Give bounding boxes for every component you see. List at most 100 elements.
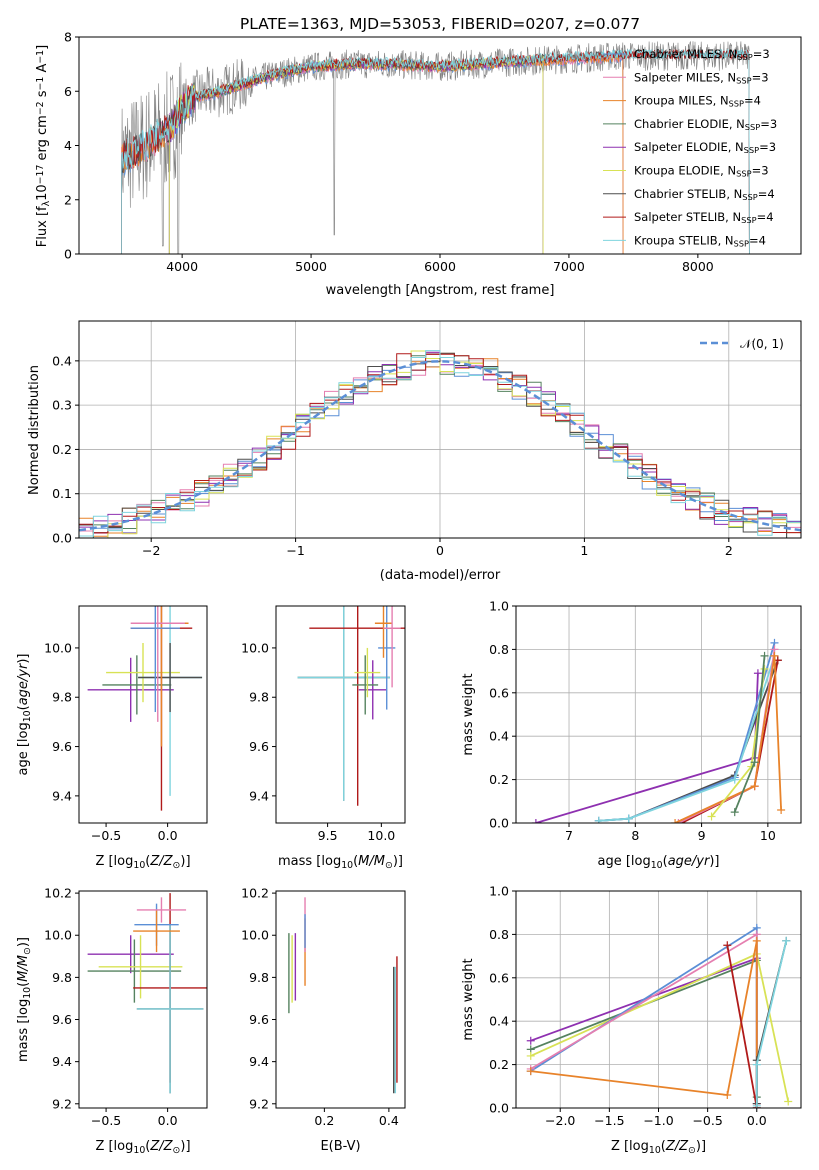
y-tick-label: 9.6 <box>249 739 269 754</box>
weight-point <box>753 669 762 678</box>
x-tick-label: 0.4 <box>379 1113 399 1128</box>
axes-spectrum: 4000 5000 6000 7000 8000 0 2 4 6 8 Chabrier MILES,… <box>35 30 802 298</box>
y-axis-label: mass [log10(M/M⊙)] <box>16 937 33 1062</box>
x-tick-label: 0.0 <box>158 1113 178 1128</box>
weight-point <box>526 1051 535 1060</box>
y-tick-label: 9.6 <box>52 739 72 754</box>
x-tick-label: −0.5 <box>692 1113 722 1128</box>
axes-age-weight: 7 8 9 10 0.0 0.2 0.4 0.6 0.8 1.0 age [log10(age/yr… <box>461 599 802 871</box>
axes-z-mass: −0.5 0.0 9.2 9.4 9.6 9.8 10.0 10.2 Z [log10(Z/Z⊙… <box>16 886 208 1156</box>
weight-line <box>530 932 758 1104</box>
weight-point <box>526 1036 535 1045</box>
weight-point <box>526 1067 535 1076</box>
plot-area-z-mass <box>87 893 207 1094</box>
weight-point <box>723 1090 732 1099</box>
weight-point <box>784 1097 793 1106</box>
y-tick-label: 9.4 <box>52 788 72 803</box>
weight-point <box>760 651 769 660</box>
y-tick-label: 9.2 <box>52 1096 72 1111</box>
x-tick-label: 2 <box>725 543 733 558</box>
ticks-z-age: −0.5 0.0 9.4 9.6 9.8 10.0 <box>44 640 177 843</box>
ticks-residuals: −2 −1 0 1 2 0.0 0.1 0.2 0.3 0.4 <box>52 353 733 558</box>
weight-point <box>752 936 761 945</box>
normal-curve <box>79 360 801 532</box>
axes-frame <box>78 890 208 1109</box>
axes-ebv-mass: 0.2 0.4 9.2 9.4 9.6 9.8 10.0 10.2 E(B-V) <box>241 886 406 1154</box>
x-axis-label: age [log10(age/yr)] <box>597 854 719 871</box>
weight-point <box>750 782 759 791</box>
model-spectrum-kroupa-elodie <box>168 54 544 254</box>
y-tick-label: 9.6 <box>52 1012 72 1027</box>
x-axis-label: wavelength [Angstrom, rest frame] <box>326 283 555 298</box>
model-spectrum-chabrier-miles <box>121 53 624 254</box>
x-tick-label: 1 <box>580 543 588 558</box>
model-spectrum-kroupa-stelib <box>121 48 750 254</box>
weight-point <box>671 819 680 823</box>
y-tick-label: 8 <box>64 30 72 45</box>
y-axis-label: Flux [fλ10−17 erg cm−2 s−1 A−1] <box>35 45 52 247</box>
y-tick-label: 0.8 <box>489 927 509 942</box>
y-tick-label: 0.1 <box>52 486 72 501</box>
legend-label: 𝒩(0, 1) <box>740 337 784 351</box>
legend-label: Kroupa MILES, NSSP=4 <box>634 94 761 109</box>
y-axis-label: Normed distribution <box>27 365 42 495</box>
x-tick-label: 7000 <box>553 259 585 274</box>
y-tick-label: 0.3 <box>52 398 72 413</box>
x-tick-label: 6000 <box>424 259 456 274</box>
model-spectrum-salpeter-miles <box>121 52 624 254</box>
model-spectrum-kroupa-miles <box>121 52 624 254</box>
x-tick-label: 8 <box>631 828 639 843</box>
y-tick-label: 0.2 <box>52 442 72 457</box>
y-tick-label: 9.8 <box>52 970 72 985</box>
weight-point <box>707 812 716 821</box>
x-tick-label: 9 <box>698 828 706 843</box>
y-tick-label: 10.0 <box>44 928 72 943</box>
y-tick-label: 1.0 <box>489 884 509 899</box>
x-axis-label: Z [log10(Z/Z⊙)] <box>95 1139 190 1156</box>
x-tick-label: 0 <box>436 543 444 558</box>
weight-point <box>730 808 739 817</box>
figure-title: PLATE=1363, MJD=53053, FIBERID=0207, z=0… <box>240 15 640 33</box>
x-tick-label: −2.0 <box>545 1113 575 1128</box>
y-tick-label: 6 <box>64 84 72 99</box>
legend-label: Salpeter STELIB, NSSP=4 <box>634 210 774 225</box>
y-tick-label: 10.0 <box>241 640 269 655</box>
x-tick-label: 7 <box>565 828 573 843</box>
x-axis-label: Z [log10(Z/Z⊙)] <box>611 1139 706 1156</box>
x-tick-label: 0.0 <box>158 828 178 843</box>
y-tick-label: 9.4 <box>249 1054 269 1069</box>
x-tick-label: −1.0 <box>643 1113 673 1128</box>
weight-line <box>598 655 776 822</box>
axes-residuals: −2 −1 0 1 2 0.0 0.1 0.2 0.3 0.4 𝒩(0, 1) (data-model… <box>27 320 802 583</box>
x-tick-label: 9.5 <box>318 828 338 843</box>
x-tick-label: 10.0 <box>367 828 395 843</box>
weight-point <box>730 775 739 784</box>
y-tick-label: 0.0 <box>489 1101 509 1116</box>
y-axis-label: mass weight <box>461 958 476 1040</box>
y-axis-label: mass weight <box>461 673 476 755</box>
x-tick-label: −0.5 <box>91 1113 121 1128</box>
x-tick-label: 10 <box>760 828 776 843</box>
y-tick-label: 1.0 <box>489 599 509 614</box>
legend-label: Chabrier ELODIE, NSSP=3 <box>634 117 777 132</box>
legend-label: Chabrier STELIB, NSSP=4 <box>634 187 775 202</box>
y-tick-label: 9.4 <box>249 788 269 803</box>
ticks-age-weight: 7 8 9 10 0.0 0.2 0.4 0.6 0.8 1.0 <box>489 599 776 844</box>
histogram-step <box>79 350 801 538</box>
legend-label: Chabrier MILES, NSSP=3 <box>634 47 770 62</box>
weight-point <box>750 758 759 767</box>
x-tick-label: −1.5 <box>594 1113 624 1128</box>
weight-point <box>594 816 603 823</box>
axes-z-age: −0.5 0.0 9.4 9.6 9.8 10.0 Z [log10(Z/Z⊙)] age [… <box>16 605 208 871</box>
ticks-z-mass: −0.5 0.0 9.2 9.4 9.6 9.8 10.0 10.2 <box>44 886 177 1128</box>
y-axis-label: age [log10(age/yr)] <box>16 653 33 775</box>
weight-point <box>674 819 683 823</box>
y-tick-label: 9.8 <box>249 970 269 985</box>
ticks-ebv-mass: 0.2 0.4 9.2 9.4 9.6 9.8 10.0 10.2 <box>241 886 399 1128</box>
y-tick-label: 0.6 <box>489 970 509 985</box>
y-tick-label: 10.2 <box>44 886 72 901</box>
weight-line <box>726 945 758 1108</box>
x-axis-label: (data-model)/error <box>380 568 501 583</box>
y-tick-label: 9.8 <box>52 690 72 705</box>
